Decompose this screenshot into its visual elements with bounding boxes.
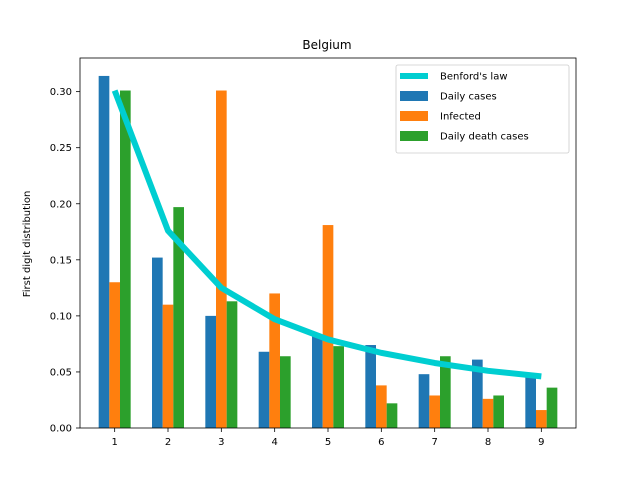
bar-daily-cases-8 — [472, 359, 483, 428]
bar-daily-death-cases-1 — [120, 90, 131, 429]
axes-layer: 1 2 3 4 5 6 7 8 9 0.00 0.05 0.10 0.15 0.20 0.25 0.30 — [50, 57, 577, 448]
bar-daily-death-cases-2 — [173, 207, 184, 428]
legend-label-benford-s-law: Benford's law — [440, 72, 508, 83]
legend-label-daily-cases: Daily cases — [440, 92, 497, 103]
bar-daily-cases-4 — [258, 351, 270, 428]
x-tick-label-3: 3 — [218, 437, 224, 448]
bar-infected-9 — [536, 410, 547, 428]
x-tick-label-7: 7 — [431, 437, 437, 448]
bar-infected-6 — [376, 385, 387, 428]
bar-daily-death-cases-8 — [493, 395, 504, 428]
bar-infected-2 — [162, 304, 174, 428]
bar-daily-cases-9 — [525, 374, 536, 428]
legend-label-daily-death-cases: Daily death cases — [440, 132, 529, 143]
bar-daily-death-cases-4 — [280, 356, 291, 428]
legend-swatch-daily-death-cases — [400, 131, 428, 141]
bar-daily-cases-3 — [205, 315, 216, 428]
legend-box — [395, 64, 570, 154]
y-tick-label-0.15: 0.15 — [50, 255, 72, 266]
benford-law-line — [111, 89, 542, 380]
chart-title: Belgium — [302, 38, 351, 52]
x-tick-label-4: 4 — [271, 437, 277, 448]
bar-daily-cases-6 — [365, 345, 376, 428]
bar-infected-4 — [269, 293, 280, 428]
bar-infected-1 — [109, 282, 120, 428]
bar-daily-death-cases-9 — [546, 387, 558, 428]
bar-daily-cases-2 — [152, 257, 163, 428]
bar-daily-death-cases-3 — [226, 301, 238, 428]
y-tick-label-0.30: 0.30 — [50, 87, 72, 98]
x-tick-label-5: 5 — [325, 437, 331, 448]
y-tick-label-0.05: 0.05 — [50, 367, 72, 378]
y-tick-label-0.10: 0.10 — [50, 311, 72, 322]
bars-layer — [98, 75, 558, 429]
x-tick-label-8: 8 — [485, 437, 491, 448]
y-tick-label-0.20: 0.20 — [50, 199, 72, 210]
bar-daily-death-cases-6 — [386, 403, 398, 428]
y-axis-label: First digit distribution — [22, 191, 33, 298]
legend-label-infected: Infected — [440, 112, 481, 123]
legend: Benford's law Daily cases Infected Daily de… — [395, 64, 570, 154]
y-tick-label-0.25: 0.25 — [50, 143, 72, 154]
legend-swatch-daily-cases — [400, 91, 428, 101]
bar-infected-8 — [482, 398, 494, 428]
x-tick-label-1: 1 — [111, 437, 117, 448]
bar-daily-cases-1 — [98, 75, 110, 428]
bar-daily-cases-7 — [418, 374, 430, 428]
bar-infected-5 — [322, 225, 334, 428]
bar-infected-3 — [216, 90, 227, 429]
x-tick-label-6: 6 — [378, 437, 384, 448]
y-tick-label-0.00: 0.00 — [50, 424, 72, 435]
bar-daily-death-cases-5 — [333, 346, 344, 428]
x-tick-label-9: 9 — [538, 437, 544, 448]
benford-line-layer — [111, 89, 542, 380]
legend-swatch-infected — [400, 111, 428, 121]
x-tick-label-2: 2 — [165, 437, 171, 448]
bar-infected-7 — [429, 395, 440, 428]
bar-daily-death-cases-7 — [440, 356, 451, 428]
bar-daily-cases-5 — [312, 336, 323, 428]
